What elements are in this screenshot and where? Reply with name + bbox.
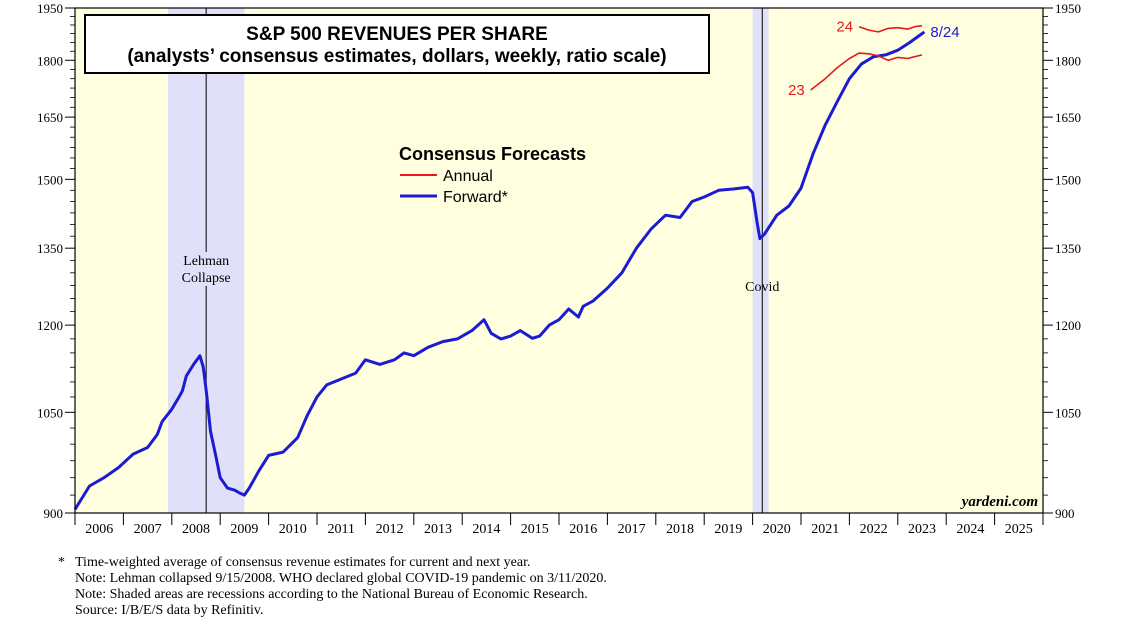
y-tick-label-right: 1200 (1055, 318, 1081, 333)
x-tick-label-2022: 2022 (860, 522, 888, 537)
recession-band-2 (752, 8, 769, 513)
x-tick-label-2025: 2025 (1005, 522, 1033, 537)
x-tick-label-2008: 2008 (182, 522, 210, 537)
y-tick-label-left: 1500 (37, 172, 63, 187)
y-tick-label-right: 900 (1055, 506, 1075, 521)
x-tick-label-2007: 2007 (134, 522, 162, 537)
y-tick-label-left: 1650 (37, 110, 63, 125)
x-tick-label-2009: 2009 (230, 522, 258, 537)
legend-label-annual: Annual (443, 168, 493, 185)
chart-labels: Lehman Collapse Covid 8/24 23 24 (175, 19, 960, 295)
y-tick-label-left: 1800 (37, 53, 63, 68)
y-tick-label-left: 1350 (37, 241, 63, 256)
y-tick-label-right: 1950 (1055, 1, 1081, 16)
x-tick-label-2018: 2018 (666, 522, 694, 537)
note-recessions: Note: Shaded areas are recessions accord… (75, 587, 588, 602)
x-tick-label-2023: 2023 (908, 522, 936, 537)
chart: 900 900 1050 1050 1200 1200 1350 1350 1500 1500 16… (37, 1, 1081, 537)
y-tick-label-left: 1950 (37, 1, 63, 16)
note-lehman: Note: Lehman collapsed 9/15/2008. WHO de… (75, 571, 607, 586)
x-tick-label-2011: 2011 (327, 522, 354, 537)
annotation-1-line-2: Collapse (182, 271, 231, 286)
x-tick-label-2016: 2016 (569, 522, 597, 537)
annotation-1-line-1: Lehman (183, 254, 229, 269)
legend-label-forward: Forward* (443, 189, 508, 206)
series-start-label-24: 24 (836, 19, 853, 36)
y-tick-label-right: 1650 (1055, 110, 1081, 125)
legend: Consensus Forecasts Annual Forward* (399, 144, 586, 206)
y-tick-label-right: 1800 (1055, 53, 1081, 68)
x-tick-label-2015: 2015 (521, 522, 549, 537)
footnote-star: * (58, 555, 65, 570)
x-tick-label-2006: 2006 (85, 522, 113, 537)
series-line-forward (73, 30, 926, 511)
y-tick-label-right: 1050 (1055, 405, 1081, 420)
legend-title: Consensus Forecasts (399, 144, 586, 164)
x-tick-label-2020: 2020 (763, 522, 791, 537)
annotation-2-line-1: Covid (745, 280, 779, 295)
chart-title: S&P 500 REVENUES PER SHARE (246, 24, 548, 45)
x-tick-label-2013: 2013 (424, 522, 452, 537)
y-tick-label-right: 1500 (1055, 172, 1081, 187)
credit-watermark: yardeni.com (960, 494, 1038, 510)
x-tick-label-2014: 2014 (472, 522, 500, 537)
y-tick-label-left: 1050 (37, 405, 63, 420)
series-start-label-23: 23 (788, 82, 805, 99)
x-tick-label-2010: 2010 (279, 522, 307, 537)
y-tick-label-right: 1350 (1055, 241, 1081, 256)
x-tick-label-2012: 2012 (376, 522, 404, 537)
x-tick-label-2024: 2024 (956, 522, 984, 537)
x-tick-label-2019: 2019 (714, 522, 742, 537)
y-tick-label-left: 1200 (37, 318, 63, 333)
chart-subtitle: (analysts’ consensus estimates, dollars,… (127, 46, 666, 67)
footnote-row: * Time-weighted average of consensus rev… (58, 555, 607, 571)
footnotes: * Time-weighted average of consensus rev… (58, 555, 607, 619)
x-tick-label-2021: 2021 (811, 522, 839, 537)
footnote-text: Time-weighted average of consensus reven… (75, 555, 531, 570)
note-source: Source: I/B/E/S data by Refinitiv. (75, 603, 264, 618)
plot-frame (74, 7, 1044, 514)
series-line-annual-1 (810, 52, 923, 91)
series-line-annual-2 (858, 24, 923, 33)
annotation-bg-1 (175, 252, 238, 269)
title-box: S&P 500 REVENUES PER SHARE (analysts’ co… (84, 14, 710, 74)
annotation-bg-2 (175, 269, 238, 286)
series-end-label-forward: 8/24 (930, 24, 959, 41)
series-lines (73, 24, 926, 511)
axes: 900 900 1050 1050 1200 1200 1350 1350 1500 1500 16… (37, 1, 1081, 537)
y-tick-label-left: 900 (44, 506, 64, 521)
x-tick-label-2017: 2017 (618, 522, 646, 537)
